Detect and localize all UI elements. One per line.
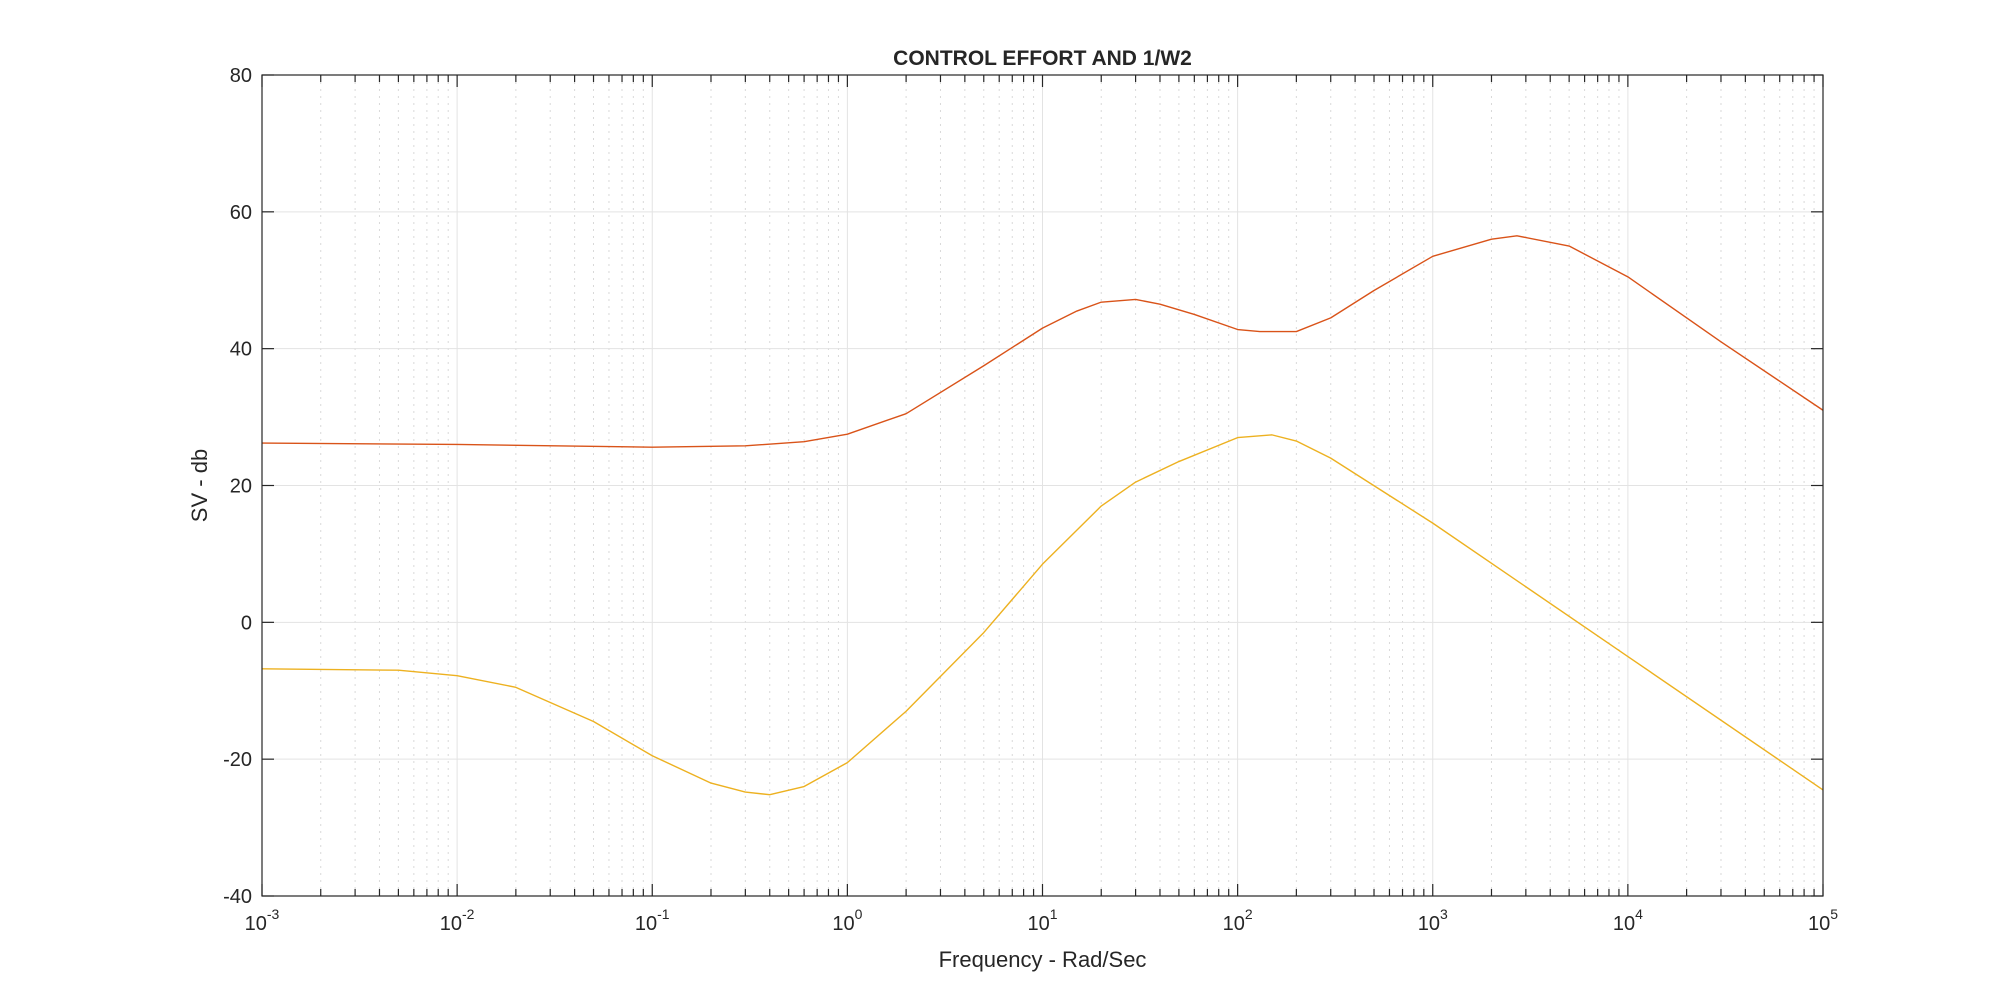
y-tick-label: -40 xyxy=(223,886,252,908)
label-layer: 10-3 10-2 10-1 100 101 102 103 104 105 -40 -20 0 20 4… xyxy=(223,65,1838,935)
x-tick-label: 102 xyxy=(1223,906,1253,935)
y-tick-label: 80 xyxy=(230,65,252,87)
x-tick-label: 10-3 xyxy=(245,906,280,935)
x-tick-label: 104 xyxy=(1613,906,1643,935)
y-tick-label: 0 xyxy=(241,612,252,634)
series-layer xyxy=(261,235,1824,796)
chart-title: CONTROL EFFORT AND 1/W2 xyxy=(893,47,1192,70)
y-tick-label: 60 xyxy=(230,202,252,224)
series-line-1 xyxy=(261,235,1824,448)
y-tick-label: 20 xyxy=(230,476,252,498)
series-line-2 xyxy=(261,434,1824,796)
tick-layer xyxy=(261,74,1824,897)
y-tick-label: 40 xyxy=(230,339,252,361)
y-axis-label: SV - db xyxy=(187,449,212,522)
x-tick-label: 105 xyxy=(1808,906,1838,935)
x-tick-label: 10-1 xyxy=(635,906,670,935)
x-tick-label: 101 xyxy=(1027,906,1057,935)
x-axis-label: Frequency - Rad/Sec xyxy=(939,947,1147,972)
x-tick-label: 103 xyxy=(1418,906,1448,935)
grid-layer xyxy=(261,75,1824,896)
x-tick-label: 10-2 xyxy=(440,906,475,935)
y-tick-label: -20 xyxy=(223,749,252,771)
x-tick-label: 100 xyxy=(832,906,862,935)
